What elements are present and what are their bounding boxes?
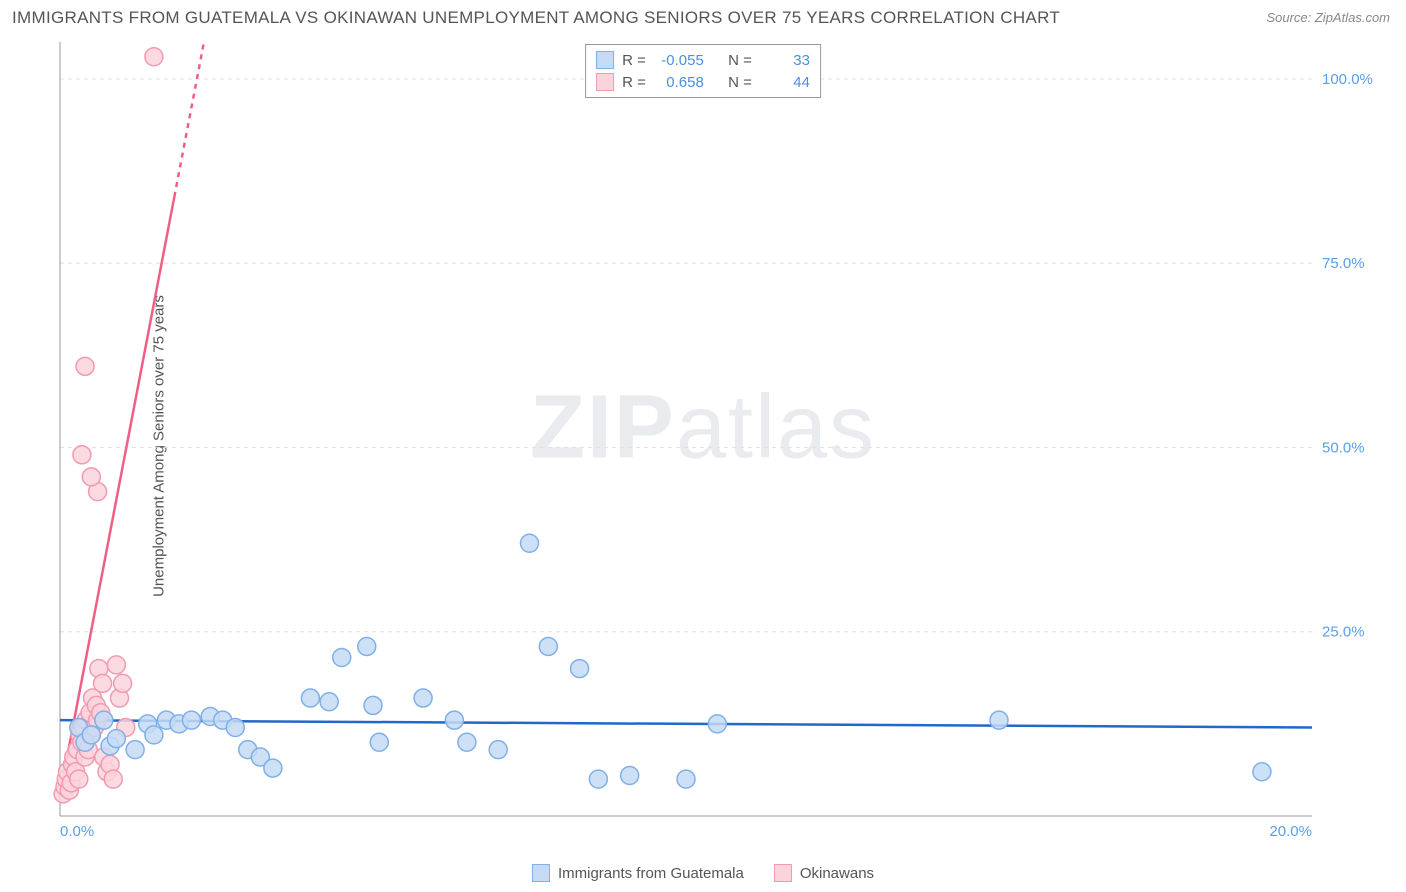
n-value-2: 44 xyxy=(760,74,810,91)
data-point xyxy=(677,770,695,788)
data-point xyxy=(82,726,100,744)
r-label: R = xyxy=(622,74,646,91)
legend-stats-box: R = -0.055 N = 33 R = 0.658 N = 44 xyxy=(585,44,821,98)
legend-bottom: Immigrants from Guatemala Okinawans xyxy=(532,864,874,882)
data-point xyxy=(114,674,132,692)
legend-item-1: Immigrants from Guatemala xyxy=(532,864,744,882)
data-point xyxy=(489,741,507,759)
data-point xyxy=(76,357,94,375)
data-point xyxy=(370,733,388,751)
data-point xyxy=(445,711,463,729)
data-point xyxy=(145,726,163,744)
trend-line-okinawans-dashed xyxy=(174,42,204,197)
data-point xyxy=(145,48,163,66)
legend-label-1: Immigrants from Guatemala xyxy=(558,865,744,882)
data-point xyxy=(226,719,244,737)
data-point xyxy=(458,733,476,751)
data-point xyxy=(571,660,589,678)
r-label: R = xyxy=(622,52,646,69)
source-label: Source: ZipAtlas.com xyxy=(1266,10,1390,25)
data-point xyxy=(1253,763,1271,781)
data-point xyxy=(104,770,122,788)
swatch-series-2 xyxy=(774,864,792,882)
swatch-series-1 xyxy=(532,864,550,882)
data-point xyxy=(358,637,376,655)
data-point xyxy=(70,770,88,788)
data-point xyxy=(589,770,607,788)
data-point xyxy=(708,715,726,733)
legend-label-2: Okinawans xyxy=(800,865,874,882)
swatch-series-2 xyxy=(596,73,614,91)
n-label: N = xyxy=(728,52,752,69)
data-point xyxy=(333,649,351,667)
legend-item-2: Okinawans xyxy=(774,864,874,882)
data-point xyxy=(414,689,432,707)
legend-stats-row-2: R = 0.658 N = 44 xyxy=(596,71,810,93)
data-point xyxy=(95,711,113,729)
data-point xyxy=(73,446,91,464)
x-tick-label: 20.0% xyxy=(1269,823,1312,840)
data-point xyxy=(301,689,319,707)
data-point xyxy=(621,766,639,784)
y-tick-label: 100.0% xyxy=(1322,71,1373,88)
r-value-2: 0.658 xyxy=(654,74,704,91)
chart-plot: 25.0% 50.0% 75.0% 100.0% 0.0% 20.0% xyxy=(50,42,1382,846)
data-point xyxy=(521,534,539,552)
data-point xyxy=(264,759,282,777)
y-tick-label: 25.0% xyxy=(1322,624,1365,641)
legend-stats-row-1: R = -0.055 N = 33 xyxy=(596,49,810,71)
data-point xyxy=(320,693,338,711)
chart-title: IMMIGRANTS FROM GUATEMALA VS OKINAWAN UN… xyxy=(12,8,1060,28)
data-point xyxy=(107,730,125,748)
swatch-series-1 xyxy=(596,51,614,69)
trend-line-guatemala xyxy=(60,720,1312,727)
data-point xyxy=(107,656,125,674)
data-point xyxy=(94,674,112,692)
data-point xyxy=(990,711,1008,729)
data-point xyxy=(539,637,557,655)
data-point xyxy=(182,711,200,729)
data-point xyxy=(364,696,382,714)
data-point xyxy=(126,741,144,759)
y-tick-label: 75.0% xyxy=(1322,255,1365,272)
n-value-1: 33 xyxy=(760,52,810,69)
n-label: N = xyxy=(728,74,752,91)
x-tick-label: 0.0% xyxy=(60,823,94,840)
y-tick-label: 50.0% xyxy=(1322,439,1365,456)
data-point xyxy=(82,468,100,486)
r-value-1: -0.055 xyxy=(654,52,704,69)
